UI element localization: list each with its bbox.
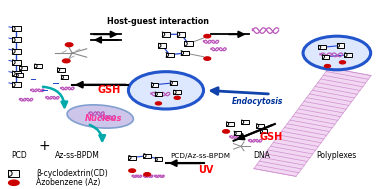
FancyBboxPatch shape: [337, 43, 344, 48]
Text: Host-guest interaction: Host-guest interaction: [107, 17, 210, 26]
Circle shape: [204, 35, 211, 38]
Text: PCD: PCD: [11, 151, 27, 160]
Text: Endocytosis: Endocytosis: [232, 97, 284, 106]
FancyBboxPatch shape: [8, 170, 20, 177]
Circle shape: [325, 65, 331, 67]
FancyBboxPatch shape: [234, 131, 241, 135]
Circle shape: [223, 130, 230, 133]
Circle shape: [155, 102, 161, 105]
Text: Azobenzene (Az): Azobenzene (Az): [36, 178, 101, 187]
FancyBboxPatch shape: [256, 124, 264, 128]
FancyBboxPatch shape: [322, 55, 329, 59]
FancyBboxPatch shape: [16, 73, 23, 77]
Circle shape: [65, 43, 73, 46]
FancyBboxPatch shape: [177, 32, 185, 36]
FancyBboxPatch shape: [173, 90, 181, 94]
FancyBboxPatch shape: [184, 41, 193, 46]
FancyBboxPatch shape: [226, 122, 234, 126]
FancyBboxPatch shape: [12, 49, 21, 54]
Text: Polyplexes: Polyplexes: [317, 151, 357, 160]
Ellipse shape: [67, 105, 133, 128]
FancyBboxPatch shape: [241, 120, 248, 124]
FancyBboxPatch shape: [57, 68, 64, 72]
Circle shape: [204, 57, 211, 60]
Circle shape: [340, 61, 345, 64]
Circle shape: [303, 36, 371, 70]
Circle shape: [129, 72, 204, 109]
Circle shape: [9, 180, 19, 185]
FancyBboxPatch shape: [344, 53, 352, 57]
Circle shape: [174, 96, 180, 99]
FancyBboxPatch shape: [162, 32, 170, 36]
FancyBboxPatch shape: [129, 156, 136, 160]
Text: +: +: [38, 139, 50, 153]
Text: Nucleus: Nucleus: [85, 114, 123, 123]
Circle shape: [129, 169, 136, 172]
FancyBboxPatch shape: [12, 26, 21, 31]
FancyBboxPatch shape: [318, 45, 326, 50]
FancyBboxPatch shape: [12, 82, 21, 87]
FancyBboxPatch shape: [166, 53, 174, 57]
FancyBboxPatch shape: [12, 37, 21, 42]
FancyBboxPatch shape: [181, 51, 189, 55]
FancyBboxPatch shape: [158, 43, 166, 48]
FancyBboxPatch shape: [155, 92, 162, 96]
Text: DNA: DNA: [253, 151, 270, 160]
FancyBboxPatch shape: [20, 66, 27, 70]
FancyBboxPatch shape: [61, 75, 68, 79]
Text: UV: UV: [198, 165, 213, 175]
FancyBboxPatch shape: [35, 64, 42, 68]
Text: GSH: GSH: [259, 132, 283, 142]
Polygon shape: [254, 68, 371, 176]
Text: Az-ss-BPDM: Az-ss-BPDM: [55, 151, 100, 160]
FancyBboxPatch shape: [143, 154, 151, 158]
FancyBboxPatch shape: [155, 157, 162, 161]
Circle shape: [144, 173, 150, 176]
FancyBboxPatch shape: [170, 81, 177, 85]
FancyBboxPatch shape: [151, 83, 158, 87]
FancyBboxPatch shape: [12, 71, 21, 76]
Text: GSH: GSH: [98, 85, 121, 95]
FancyBboxPatch shape: [12, 60, 21, 65]
Text: β-cyclodextrin(CD): β-cyclodextrin(CD): [36, 169, 108, 178]
Text: PCD/Az-ss-BPDM: PCD/Az-ss-BPDM: [170, 153, 230, 159]
Circle shape: [63, 59, 70, 63]
FancyBboxPatch shape: [260, 129, 267, 133]
